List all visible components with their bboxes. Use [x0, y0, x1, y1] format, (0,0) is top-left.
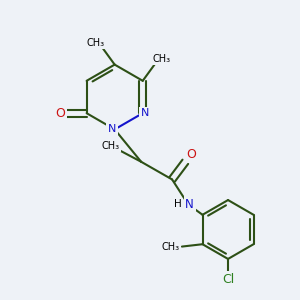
Text: CH₃: CH₃: [86, 38, 105, 47]
Text: H: H: [174, 200, 182, 209]
Text: Cl: Cl: [222, 273, 234, 286]
Text: CH₃: CH₃: [153, 54, 171, 64]
Text: O: O: [186, 148, 196, 161]
Text: N: N: [185, 198, 194, 211]
Text: N: N: [141, 108, 149, 118]
Text: O: O: [55, 107, 65, 120]
Text: CH₃: CH₃: [101, 141, 119, 151]
Text: N: N: [108, 124, 116, 134]
Text: CH₃: CH₃: [161, 242, 179, 252]
